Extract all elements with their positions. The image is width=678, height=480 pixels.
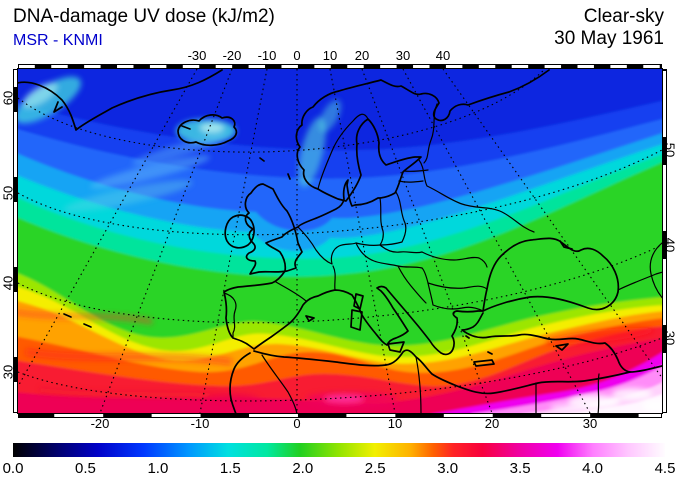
meridian--30 (18, 69, 198, 388)
bottom-axis-label: 10 (387, 416, 403, 431)
colorbar (13, 443, 665, 457)
coast-ireland (224, 214, 255, 249)
meridian-40 (442, 69, 662, 379)
coastlines (18, 69, 662, 413)
left-axis-label: 50 (0, 185, 16, 201)
frame-ticks-bottom (18, 413, 662, 418)
coast-faroe (259, 157, 291, 180)
coast-britain (244, 183, 303, 275)
bottom-axis-label: -20 (90, 416, 110, 431)
date-label: 30 May 1961 (554, 28, 664, 49)
top-axis-label: 20 (354, 48, 370, 63)
top-axis-label: -10 (257, 48, 277, 63)
frame-ticks-left (13, 69, 18, 413)
coast-turkey-levant (461, 312, 631, 373)
meridian-20 (361, 69, 493, 413)
right-axis-label: 50 (662, 142, 678, 158)
top-axis-label: 40 (435, 48, 451, 63)
right-axis-label: 30 (662, 330, 678, 346)
meridian--20 (99, 69, 233, 413)
coast-greenland (18, 69, 223, 131)
colorbar-tick-label: 2.0 (292, 460, 314, 477)
coast-atlantic-islands (63, 313, 92, 328)
meridian--10 (199, 69, 268, 413)
coast-black-sea (482, 237, 620, 312)
bottom-axis-label: 30 (582, 416, 598, 431)
page-title: DNA-damage UV dose (kJ/m2) (13, 6, 275, 27)
left-axis-label: 60 (0, 90, 16, 106)
source-label: MSR - KNMI (13, 32, 103, 49)
frame-ticks-top (18, 64, 662, 69)
country-borders (223, 103, 662, 413)
coast-iceland (177, 114, 238, 147)
condition-label: Clear-sky (583, 6, 664, 27)
top-axis-label: -20 (222, 48, 242, 63)
graticule (18, 69, 662, 413)
colorbar-tick-label: 3.5 (509, 460, 531, 477)
uv-field-bands (18, 69, 662, 413)
parallel-30 (18, 337, 662, 402)
colorbar-tick-label: 1.0 (147, 460, 169, 477)
top-axis-label: 30 (395, 48, 411, 63)
right-axis-label: 40 (662, 237, 678, 253)
meridian-10 (329, 69, 396, 413)
colorbar-tick-label: 2.5 (364, 460, 386, 477)
top-axis-label: 10 (322, 48, 338, 63)
coast-norway-barents (295, 69, 550, 190)
coast-islands-med (305, 293, 569, 367)
frame-ticks-right (662, 69, 667, 413)
colorbar-tick-label: 4.5 (654, 460, 676, 477)
bottom-axis-label: -10 (190, 416, 210, 431)
colorbar-tick-label: 4.0 (582, 460, 603, 477)
coast-north-africa (229, 349, 662, 413)
top-axis-label: -30 (187, 48, 207, 63)
coast-baltic-atlantic (223, 118, 484, 356)
bottom-axis-label: 20 (484, 416, 500, 431)
left-axis-label: 40 (0, 275, 16, 291)
top-axis-label: 0 (293, 48, 301, 63)
parallel-50 (18, 149, 662, 236)
colorbar-tick-label: 0.5 (75, 460, 96, 477)
colorbar-tick-label: 1.5 (219, 460, 241, 477)
left-axis-label: 30 (0, 364, 16, 380)
bottom-axis-label: 0 (293, 416, 301, 431)
colorbar-tick-label: 3.0 (437, 460, 459, 477)
colorbar-tick-label: 0.0 (2, 460, 24, 477)
